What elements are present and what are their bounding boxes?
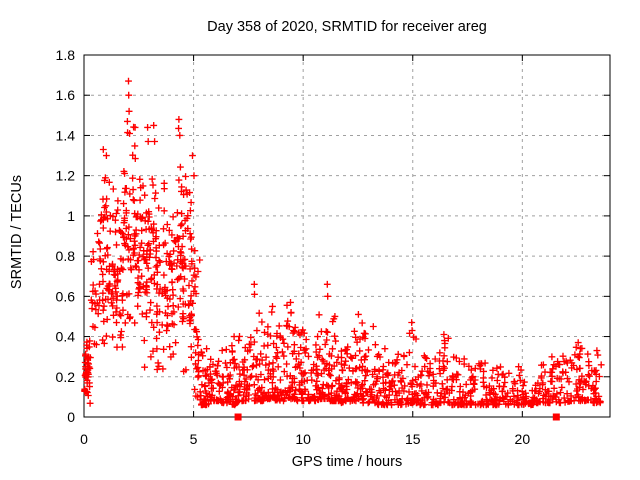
y-tick-label: 0.4 xyxy=(56,329,76,345)
y-axis-label-text: SRMTID / TECUs xyxy=(9,174,25,290)
axis-border-and-ticks xyxy=(83,54,611,418)
y-tick-label: 1.8 xyxy=(56,47,76,63)
y-tick-label: 1.4 xyxy=(56,127,76,143)
x-axis-label: GPS time / hours xyxy=(291,454,403,470)
y-tick-label: 0.8 xyxy=(56,248,76,264)
x-tick-label: 20 xyxy=(515,431,531,447)
y-tick-label: 1 xyxy=(67,208,75,224)
gap-marker-square xyxy=(552,413,560,421)
gap-marker-squares xyxy=(234,413,560,421)
y-tick-label: 0 xyxy=(67,409,75,425)
tick-labels: 0 0.2 0.4 0.6 0.8 1 1.2 1.4 1.6 1.8 0 5 10 15 20 xyxy=(56,47,531,447)
x-tick-label: 5 xyxy=(190,431,198,447)
scatter-points xyxy=(81,77,605,409)
y-tick-label: 1.6 xyxy=(56,87,76,103)
x-tick-label: 0 xyxy=(80,431,88,447)
y-tick-label: 1.2 xyxy=(56,168,76,184)
x-tick-label: 15 xyxy=(405,431,421,447)
y-tick-label: 0.6 xyxy=(56,288,76,304)
gap-marker-square xyxy=(234,413,242,421)
grid-lines xyxy=(84,55,610,417)
y-tick-label: 0.2 xyxy=(56,369,76,385)
x-tick-label: 10 xyxy=(295,431,311,447)
chart-title: Day 358 of 2020, SRMTID for receiver are… xyxy=(207,19,487,35)
